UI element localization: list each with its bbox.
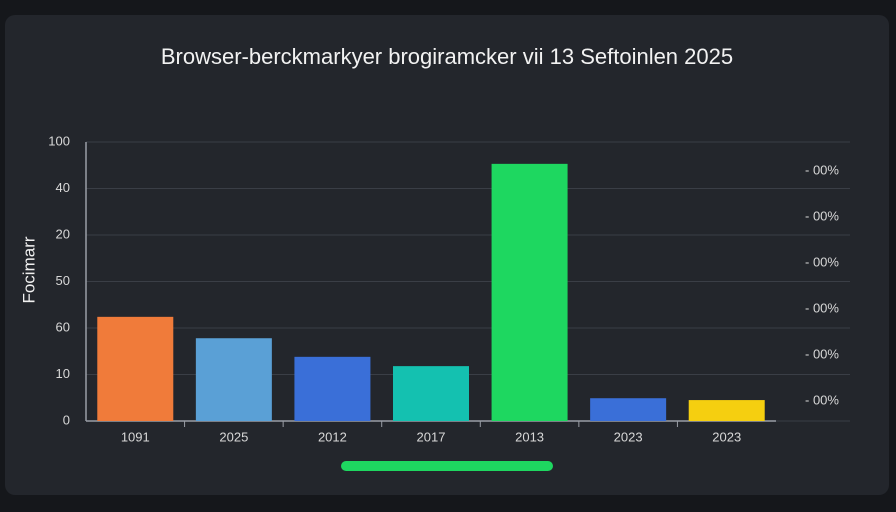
bar	[590, 398, 667, 421]
y-tick-label: 20	[56, 226, 70, 241]
scroll-slider[interactable]	[341, 461, 553, 471]
y-tick-label: 60	[56, 319, 70, 334]
x-tick-label: 2023	[712, 429, 741, 444]
y-tick-label: 0	[63, 412, 70, 427]
bar	[294, 356, 371, 421]
y-tick-label: 100	[48, 133, 70, 148]
bar	[688, 400, 765, 421]
right-label: - 00%	[805, 346, 839, 361]
y-tick-label: 40	[56, 180, 70, 195]
y-tick-label: 50	[56, 273, 70, 288]
bar	[195, 338, 272, 421]
right-label: - 00%	[805, 300, 839, 315]
right-label: - 00%	[805, 162, 839, 177]
x-tick-label: 2013	[515, 429, 544, 444]
right-label: - 00%	[805, 254, 839, 269]
right-label: - 00%	[805, 208, 839, 223]
card	[5, 15, 889, 495]
y-tick-label: 10	[56, 366, 70, 381]
x-tick-label: 2017	[417, 429, 446, 444]
bar	[393, 366, 469, 421]
y-axis-label: Focimarr	[19, 236, 38, 303]
bar	[97, 316, 174, 421]
right-label: - 00%	[805, 392, 839, 407]
x-tick-label: 2025	[219, 429, 248, 444]
x-tick-label: 1091	[121, 429, 150, 444]
x-tick-label: 2012	[318, 429, 347, 444]
x-tick-label: 2023	[614, 429, 643, 444]
chart-title: Browser-berckmarkyer brogiramcker vii 13…	[161, 44, 733, 69]
bar	[491, 163, 568, 422]
